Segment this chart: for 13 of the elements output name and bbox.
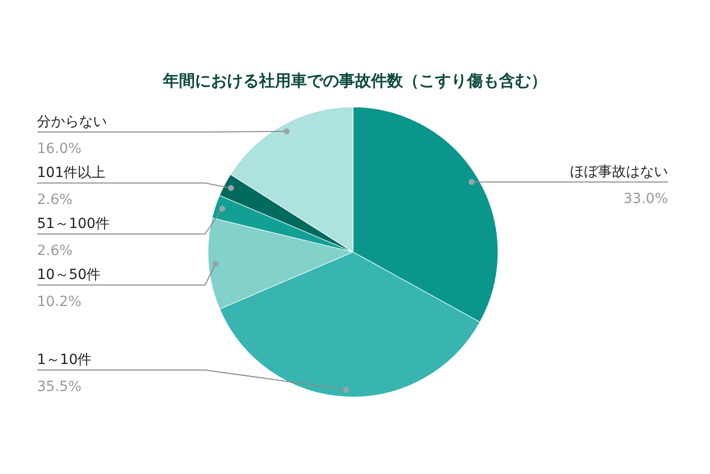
data-label: 35.5%	[37, 379, 82, 395]
data-label: 16.0%	[37, 141, 82, 157]
slice-label: ほぼ事故はない	[570, 164, 668, 180]
slice-label: 1～10件	[37, 352, 92, 368]
slice-label: 51～100件	[37, 216, 110, 232]
data-label: 2.6%	[37, 243, 73, 259]
slice-label: 101件以上	[37, 165, 106, 181]
slice-label: 10～50件	[37, 267, 101, 283]
slice-label: 分からない	[37, 114, 107, 130]
title: 年間における社用車での事故件数（こすり傷も含む）	[163, 71, 547, 90]
data-label: 10.2%	[37, 294, 82, 310]
data-label: 2.6%	[37, 192, 73, 208]
data-label: 33.0%	[624, 191, 668, 208]
